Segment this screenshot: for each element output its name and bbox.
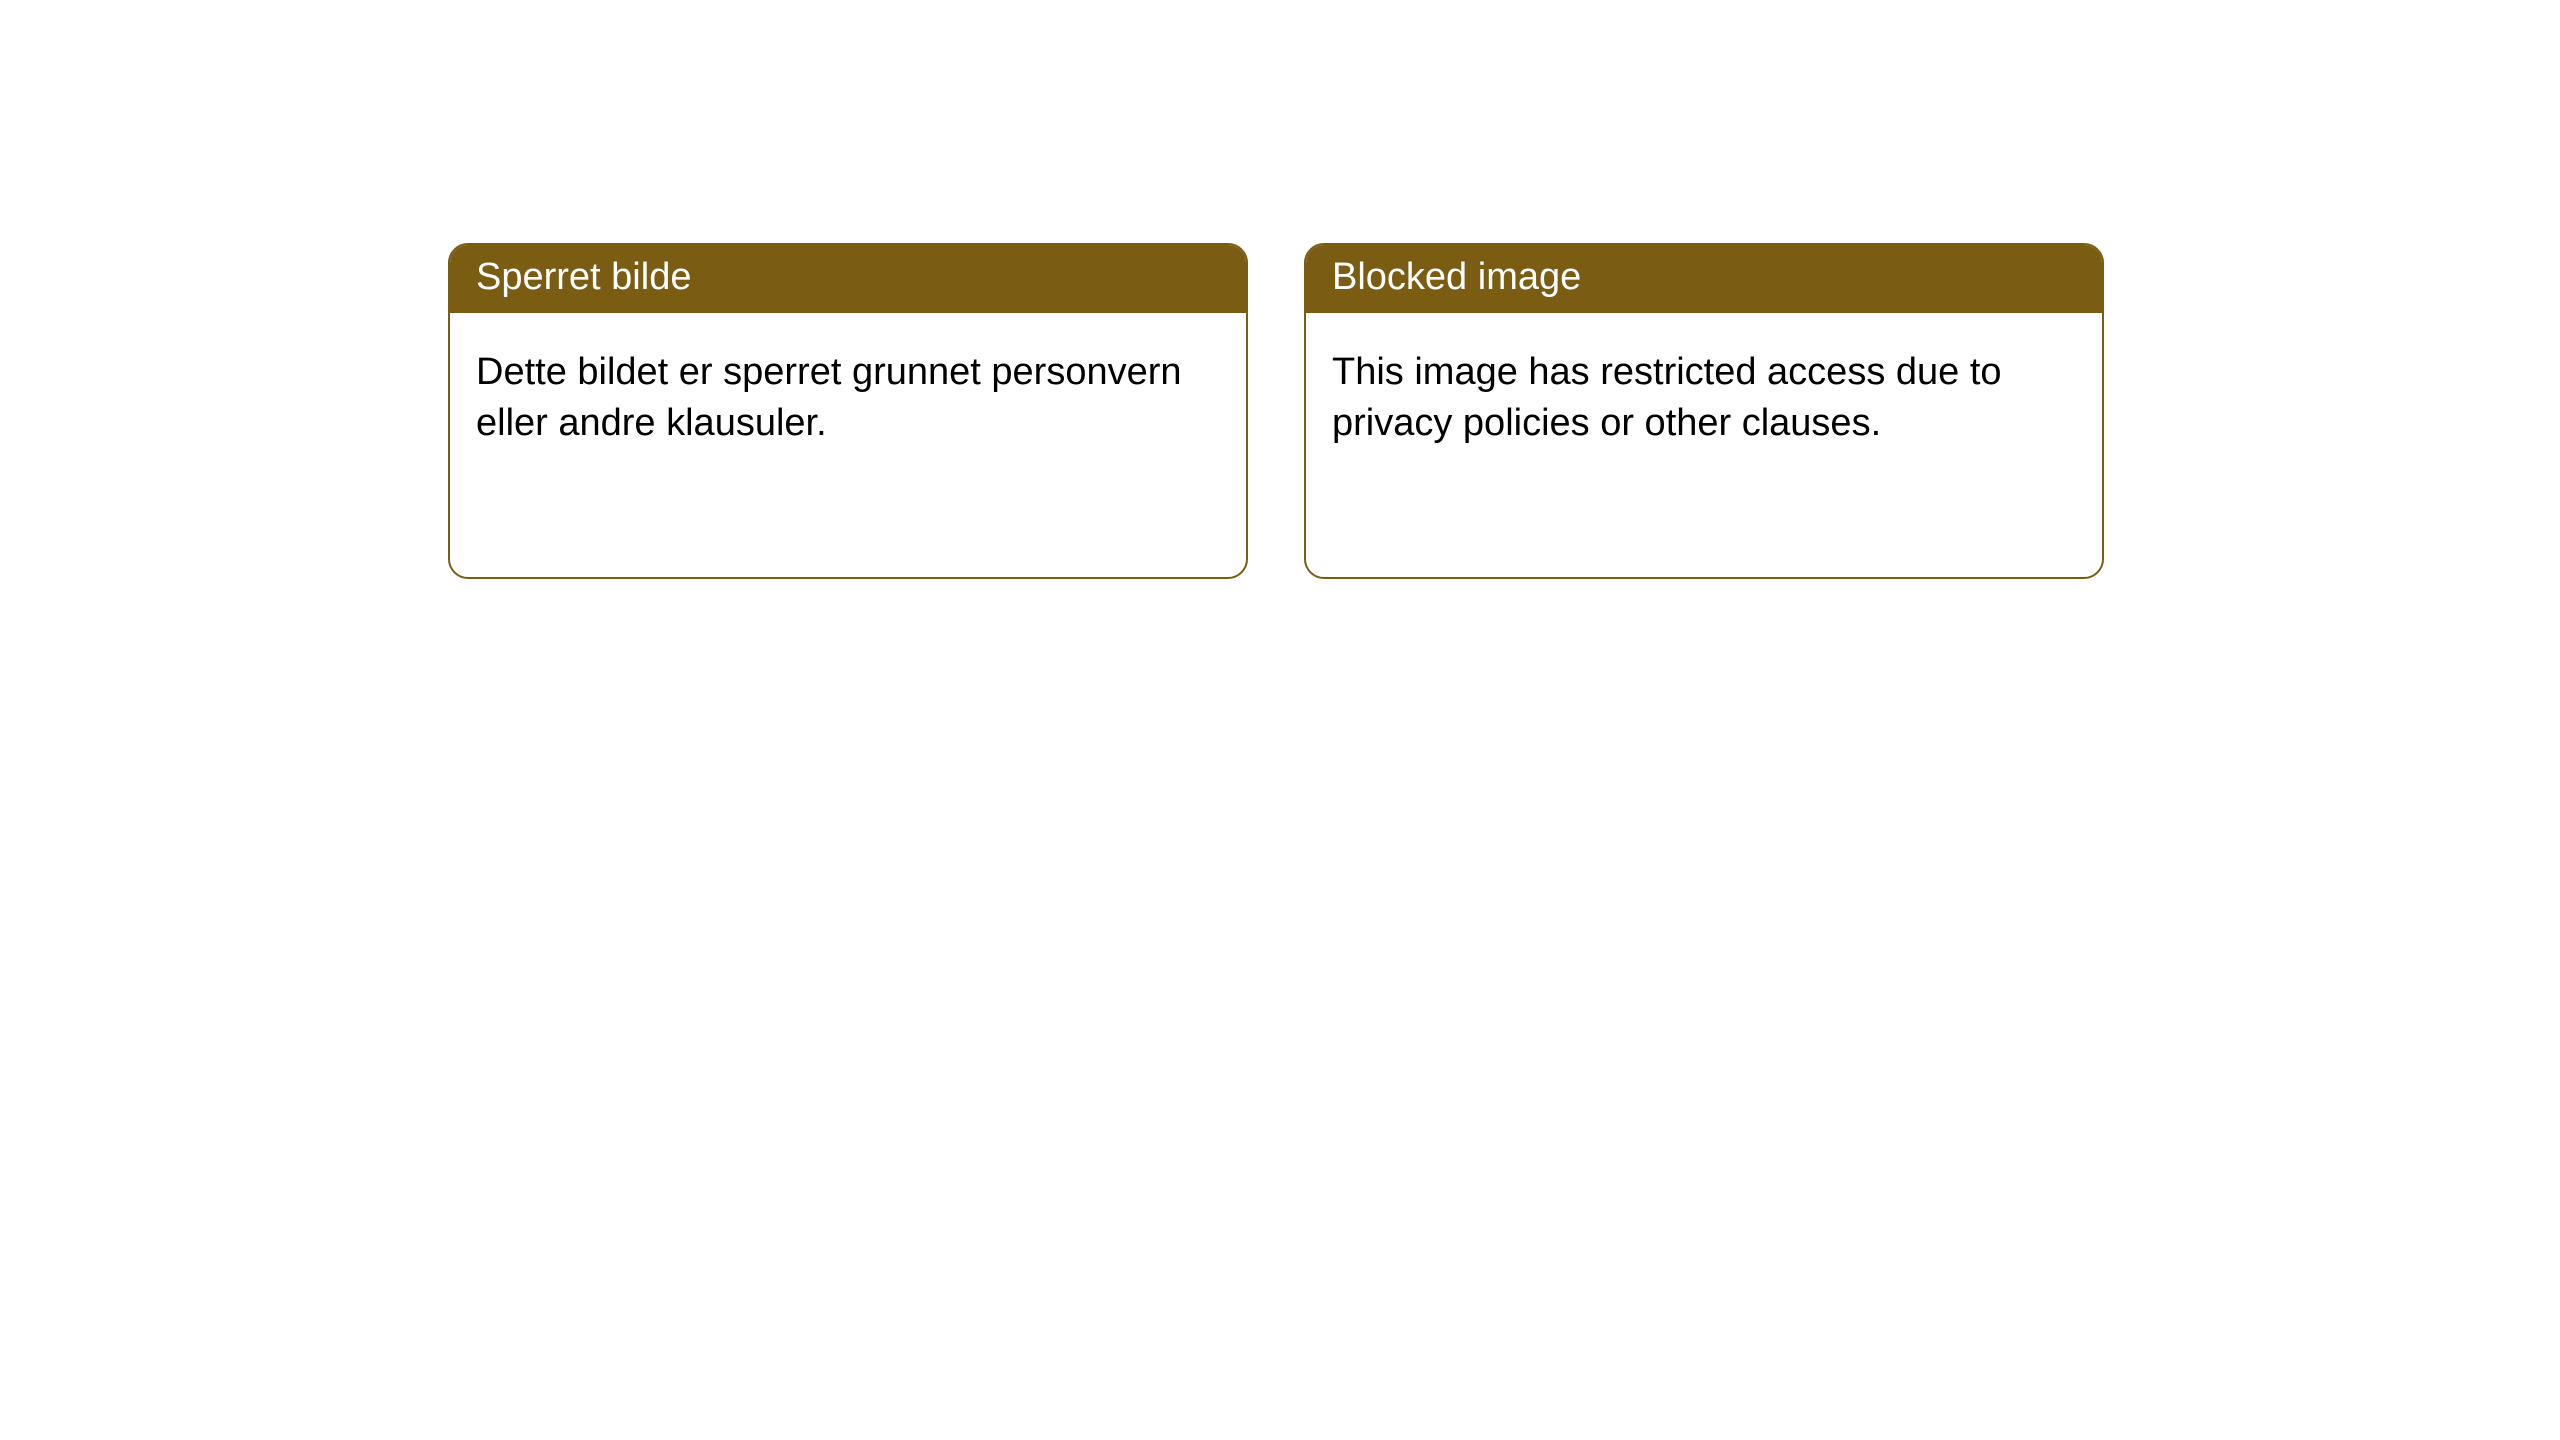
notice-card-norwegian: Sperret bilde Dette bildet er sperret gr… bbox=[448, 243, 1248, 579]
notice-header-norwegian: Sperret bilde bbox=[450, 245, 1246, 313]
notice-container: Sperret bilde Dette bildet er sperret gr… bbox=[448, 243, 2104, 579]
notice-header-english: Blocked image bbox=[1306, 245, 2102, 313]
notice-card-english: Blocked image This image has restricted … bbox=[1304, 243, 2104, 579]
notice-body-norwegian: Dette bildet er sperret grunnet personve… bbox=[450, 313, 1246, 484]
notice-body-english: This image has restricted access due to … bbox=[1306, 313, 2102, 484]
